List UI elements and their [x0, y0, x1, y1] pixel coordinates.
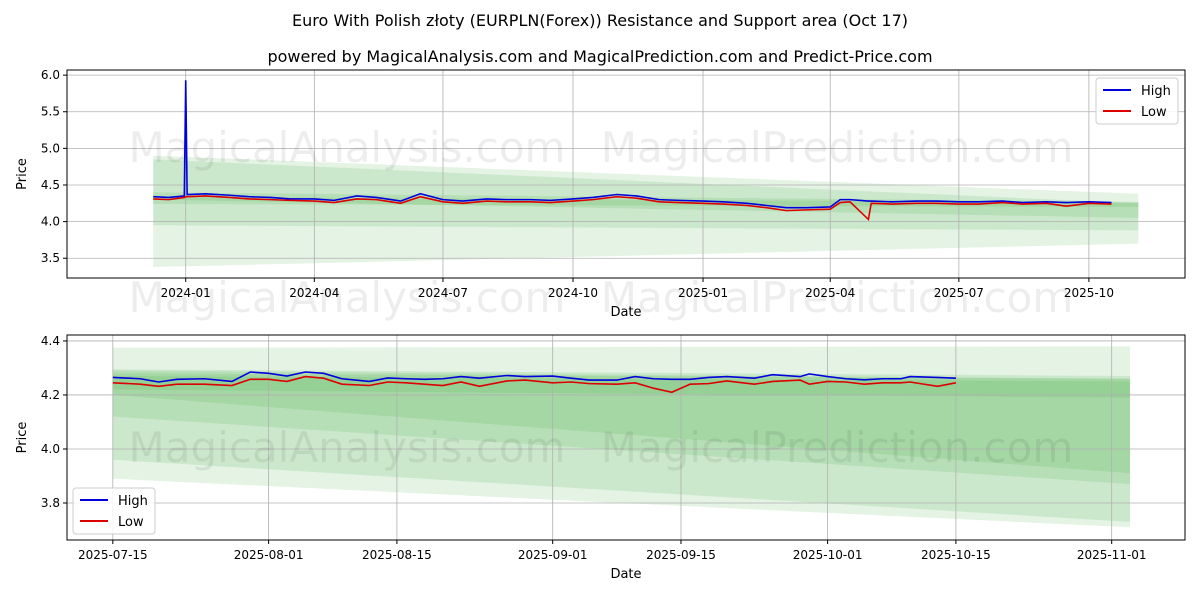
y-tick-label: 4.2 [41, 388, 60, 402]
y-tick-label: 6.0 [41, 68, 60, 82]
support-resistance-band [153, 155, 1139, 268]
y-tick-label: 4.5 [41, 178, 60, 192]
support-resistance-band [112, 346, 1131, 528]
y-tick-label: 3.5 [41, 251, 60, 265]
x-tick-label: 2025-10 [1064, 286, 1114, 300]
support-resistance-band [153, 192, 1139, 218]
legend-label-low: Low [1141, 105, 1167, 120]
x-tick-label: 2025-09-01 [518, 548, 588, 562]
legend-label-low: Low [118, 515, 144, 530]
support-resistance-band [153, 159, 1139, 231]
chart-subtitle: powered by MagicalAnalysis.com and Magic… [267, 47, 932, 66]
x-tick-label: 2025-11-01 [1077, 548, 1147, 562]
x-tick-label: 2025-10-01 [793, 548, 863, 562]
watermark-text: MagicalAnalysis.com [129, 123, 566, 172]
x-tick-label: 2024-10 [548, 286, 598, 300]
series-line-high [153, 80, 1112, 209]
x-axis-label: Date [610, 305, 641, 320]
watermark-text: MagicalAnalysis.com [129, 273, 566, 322]
x-tick-label: 2024-07 [418, 286, 468, 300]
top-panel: 2024-01 2024-04 2024-07 2024-10 2025-01 2025-… [15, 68, 1186, 322]
y-tick-label: 4.4 [41, 334, 60, 348]
x-tick-label: 2025-04 [805, 286, 855, 300]
y-tick-label: 3.8 [41, 496, 60, 510]
watermark-text: MagicalAnalysis.com [129, 423, 566, 472]
y-axis-label: Price [15, 158, 30, 190]
chart-title: Euro With Polish złoty (EURPLN(Forex)) R… [292, 11, 908, 30]
support-resistance-band [112, 370, 1131, 485]
support-resistance-band [112, 373, 1131, 474]
plot-frame [66, 334, 1186, 541]
x-tick-label: 2024-04 [289, 286, 339, 300]
plot-frame [66, 69, 1186, 279]
y-axis-label: Price [15, 422, 30, 454]
legend-label-high: High [118, 494, 148, 509]
x-tick-label: 2025-07-15 [78, 548, 148, 562]
x-tick-label: 2025-10-15 [921, 548, 991, 562]
x-tick-label: 2025-09-15 [646, 548, 716, 562]
x-tick-label: 2024-01 [161, 286, 211, 300]
x-axis-label: Date [610, 567, 641, 582]
y-tick-label: 4.0 [41, 442, 60, 456]
x-tick-label: 2025-01 [678, 286, 728, 300]
y-tick-label: 5.0 [41, 141, 60, 155]
watermark-text: MagicalPrediction.com [601, 123, 1074, 172]
series-line-high [112, 371, 956, 383]
series-line-low [153, 195, 1112, 222]
x-tick-label: 2025-08-15 [362, 548, 432, 562]
watermark-text: MagicalPrediction.com [601, 423, 1074, 472]
x-tick-label: 2025-07 [934, 286, 984, 300]
legend-label-high: High [1141, 84, 1171, 99]
series-line-low [112, 375, 957, 394]
y-tick-label: 4.0 [41, 215, 60, 229]
support-resistance-band [112, 369, 1131, 522]
watermark-text: MagicalPrediction.com [601, 273, 1074, 322]
bottom-panel: 2025-07-15 2025-08-01 2025-08-15 2025-09-01… [15, 334, 1186, 582]
y-tick-label: 5.5 [41, 105, 60, 119]
x-tick-label: 2025-08-01 [234, 548, 304, 562]
